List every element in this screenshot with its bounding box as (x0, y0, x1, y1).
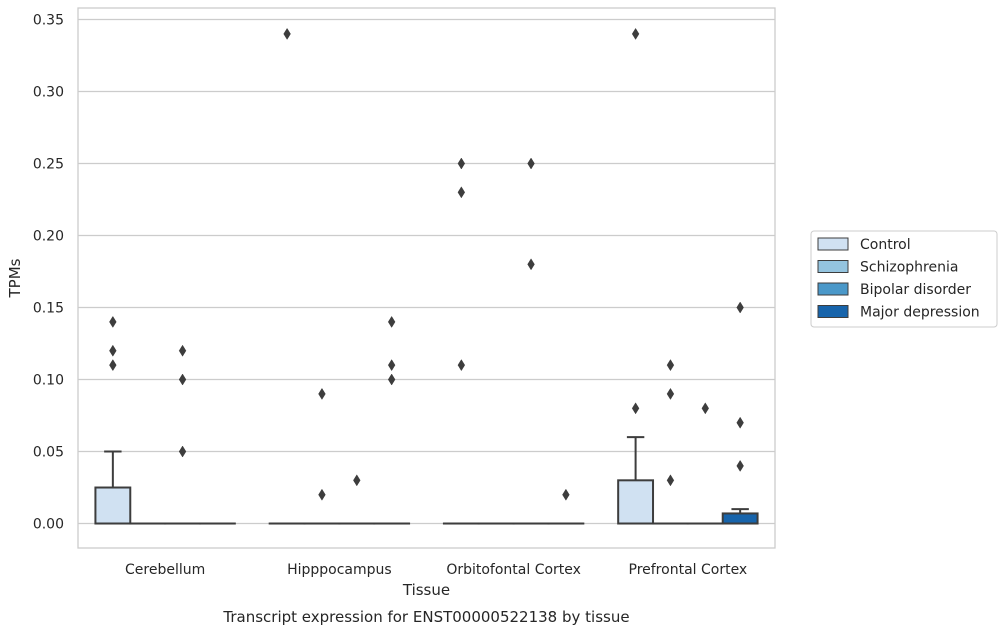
outlier-point (353, 474, 361, 487)
x-tick-label: Prefrontal Cortex (629, 562, 748, 578)
y-tick-label: 0.20 (33, 229, 64, 245)
box-major-depression (721, 301, 759, 525)
box-major-depression (547, 488, 585, 525)
outlier-point (457, 186, 466, 199)
outlier-point (527, 258, 535, 271)
outlier-point (283, 27, 291, 40)
box-major-depression (373, 315, 411, 525)
outlier-point (527, 157, 535, 170)
outlier-point (318, 387, 326, 400)
box-body (94, 486, 132, 525)
outlier-point (666, 474, 675, 487)
outlier-point (178, 373, 187, 386)
y-tick-label: 0.15 (33, 301, 64, 317)
box-body (617, 479, 655, 525)
box-control (617, 27, 655, 525)
outlier-point (109, 315, 117, 328)
outlier-point (109, 359, 117, 372)
y-tick-label: 0.25 (33, 157, 64, 173)
grid-lines (78, 18, 775, 525)
legend-label: Bipolar disorder (860, 282, 971, 298)
box-bipolar-disorder (338, 474, 376, 525)
outlier-point (387, 359, 396, 372)
outlier-point (562, 488, 570, 501)
legend-swatch (817, 305, 849, 318)
outlier-point (736, 301, 744, 314)
box-bipolar-disorder (512, 157, 550, 525)
legend-label: Schizophrenia (860, 260, 958, 276)
box-body (721, 512, 759, 525)
outlier-point (631, 27, 640, 40)
plot-frame (77, 7, 776, 549)
legend-frame (810, 230, 998, 328)
box-schizophrenia (652, 359, 689, 525)
outlier-point (701, 402, 709, 415)
x-tick-label: Hipppocampus (287, 562, 392, 578)
box-schizophrenia (303, 387, 341, 525)
legend-swatch (817, 260, 849, 273)
y-tick-labels: 0.00 0.05 0.10 0.15 0.20 0.25 0.30 0.35 (33, 13, 64, 533)
y-tick-label: 0.30 (33, 85, 64, 101)
x-axis-label: Tissue (402, 581, 450, 599)
legend-swatch (817, 237, 849, 251)
legend-label: Control (860, 237, 911, 253)
legend-entries: Control Schizophrenia Bipolar disorder Majo… (817, 237, 980, 321)
y-tick-label: 0.10 (33, 373, 64, 389)
outlier-point (178, 344, 187, 357)
outlier-point (631, 402, 640, 415)
legend-label: Major depression (860, 305, 980, 321)
outlier-point (736, 459, 744, 472)
x-tick-labels: Cerebellum Hipppocampus Orbitofontal Corte… (125, 562, 747, 578)
outlier-point (736, 416, 744, 429)
y-tick-label: 0.00 (33, 517, 64, 533)
legend-swatch (817, 282, 849, 296)
outlier-point (666, 387, 675, 400)
x-tick-label: Orbitofontal Cortex (446, 562, 581, 578)
y-tick-label: 0.35 (33, 13, 64, 29)
boxes (94, 27, 759, 525)
outlier-point (457, 157, 466, 170)
y-tick-label: 0.05 (33, 445, 64, 461)
legend: Control Schizophrenia Bipolar disorder Majo… (810, 230, 998, 328)
outlier-point (109, 344, 117, 357)
outlier-point (457, 359, 466, 372)
chart-title: Transcript expression for ENST0000052213… (222, 608, 629, 626)
outlier-point (178, 445, 187, 458)
plot-background (78, 8, 775, 548)
box-control (94, 315, 132, 525)
outlier-point (666, 359, 675, 372)
outlier-point (387, 315, 396, 328)
outlier-point (318, 488, 326, 501)
box-control (268, 27, 306, 525)
outlier-point (387, 373, 396, 386)
y-axis-label: TPMs (6, 258, 24, 298)
x-tick-label: Cerebellum (125, 562, 205, 578)
